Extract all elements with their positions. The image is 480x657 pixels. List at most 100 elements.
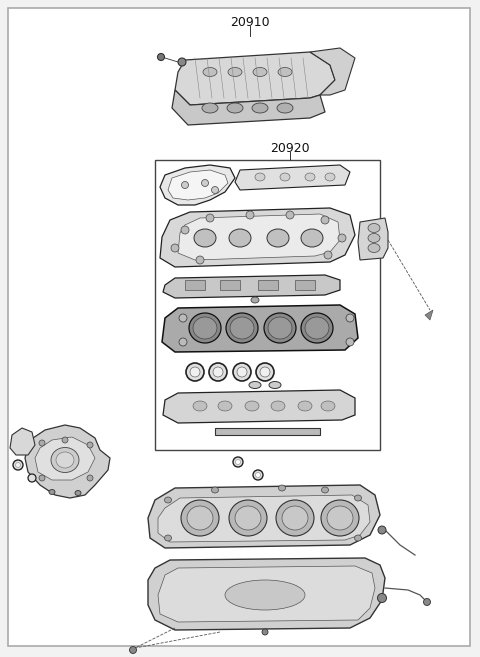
Ellipse shape <box>190 367 200 377</box>
Ellipse shape <box>233 457 243 467</box>
Polygon shape <box>425 310 433 320</box>
Ellipse shape <box>355 495 361 501</box>
Ellipse shape <box>203 68 217 76</box>
Ellipse shape <box>256 363 274 381</box>
Ellipse shape <box>193 317 217 339</box>
Bar <box>220 280 240 290</box>
Ellipse shape <box>262 629 268 635</box>
Ellipse shape <box>202 103 218 113</box>
Polygon shape <box>172 90 325 125</box>
Ellipse shape <box>378 526 386 534</box>
Ellipse shape <box>355 535 361 541</box>
Ellipse shape <box>165 497 171 503</box>
Ellipse shape <box>338 234 346 242</box>
Ellipse shape <box>186 363 204 381</box>
Ellipse shape <box>228 68 242 76</box>
Polygon shape <box>10 428 35 455</box>
Ellipse shape <box>271 401 285 411</box>
Polygon shape <box>160 165 235 205</box>
Ellipse shape <box>194 229 216 247</box>
Ellipse shape <box>268 317 292 339</box>
Ellipse shape <box>28 474 36 482</box>
Ellipse shape <box>178 58 186 66</box>
Ellipse shape <box>227 103 243 113</box>
Polygon shape <box>175 52 335 105</box>
Ellipse shape <box>196 256 204 264</box>
Text: 20920: 20920 <box>270 141 310 154</box>
Ellipse shape <box>206 214 214 222</box>
Ellipse shape <box>181 181 189 189</box>
Ellipse shape <box>39 475 45 481</box>
Ellipse shape <box>235 506 261 530</box>
Polygon shape <box>310 48 355 95</box>
Ellipse shape <box>15 463 21 468</box>
Ellipse shape <box>246 211 254 219</box>
Ellipse shape <box>130 646 136 654</box>
Ellipse shape <box>245 401 259 411</box>
Ellipse shape <box>51 447 79 472</box>
Ellipse shape <box>189 313 221 343</box>
Polygon shape <box>168 170 228 200</box>
Ellipse shape <box>56 452 74 468</box>
Polygon shape <box>35 437 95 480</box>
Ellipse shape <box>346 338 354 346</box>
Ellipse shape <box>218 401 232 411</box>
Ellipse shape <box>260 367 270 377</box>
Polygon shape <box>178 214 340 260</box>
Polygon shape <box>163 275 340 298</box>
Ellipse shape <box>346 314 354 322</box>
Ellipse shape <box>62 437 68 443</box>
Ellipse shape <box>286 211 294 219</box>
Ellipse shape <box>321 401 335 411</box>
Ellipse shape <box>321 500 359 536</box>
Ellipse shape <box>278 485 286 491</box>
Ellipse shape <box>87 442 93 448</box>
Polygon shape <box>358 218 388 260</box>
Ellipse shape <box>13 460 23 470</box>
Ellipse shape <box>368 233 380 242</box>
Ellipse shape <box>171 244 179 252</box>
Ellipse shape <box>181 226 189 234</box>
Ellipse shape <box>213 367 223 377</box>
Ellipse shape <box>305 317 329 339</box>
Ellipse shape <box>282 506 308 530</box>
Ellipse shape <box>423 599 431 606</box>
Ellipse shape <box>193 401 207 411</box>
Ellipse shape <box>325 173 335 181</box>
Ellipse shape <box>253 68 267 76</box>
Bar <box>215 428 320 435</box>
Ellipse shape <box>209 363 227 381</box>
Ellipse shape <box>157 53 165 60</box>
Ellipse shape <box>229 500 267 536</box>
Ellipse shape <box>377 593 386 602</box>
Ellipse shape <box>368 223 380 233</box>
Ellipse shape <box>264 313 296 343</box>
Ellipse shape <box>179 338 187 346</box>
Ellipse shape <box>179 314 187 322</box>
Ellipse shape <box>324 251 332 259</box>
Polygon shape <box>25 425 110 498</box>
Text: 20910: 20910 <box>230 16 270 28</box>
Ellipse shape <box>255 173 265 181</box>
Ellipse shape <box>278 68 292 76</box>
Ellipse shape <box>368 244 380 252</box>
Ellipse shape <box>225 580 305 610</box>
Ellipse shape <box>236 459 240 464</box>
Ellipse shape <box>301 313 333 343</box>
Polygon shape <box>158 495 370 542</box>
Ellipse shape <box>301 229 323 247</box>
Ellipse shape <box>226 313 258 343</box>
Ellipse shape <box>230 317 254 339</box>
Ellipse shape <box>49 489 55 495</box>
Ellipse shape <box>212 487 218 493</box>
Ellipse shape <box>181 500 219 536</box>
Bar <box>295 280 315 290</box>
Ellipse shape <box>165 535 171 541</box>
Ellipse shape <box>75 491 81 495</box>
Bar <box>185 280 205 290</box>
Polygon shape <box>148 485 380 548</box>
Bar <box>258 280 278 290</box>
Ellipse shape <box>212 187 218 194</box>
Polygon shape <box>235 165 350 190</box>
Ellipse shape <box>269 382 281 388</box>
